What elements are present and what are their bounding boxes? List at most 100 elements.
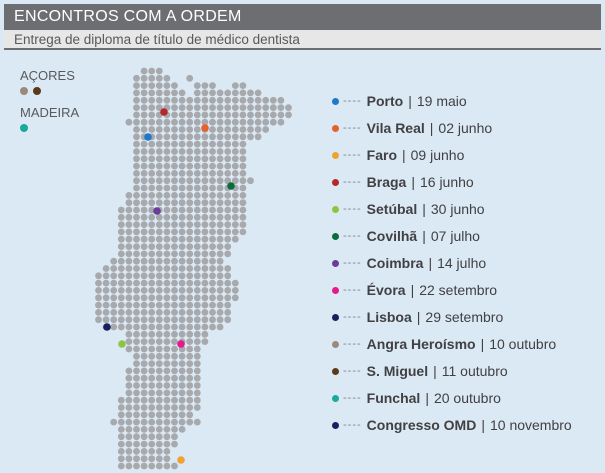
- map-dot: [216, 213, 224, 221]
- map-dot: [186, 360, 194, 367]
- map-dot: [186, 301, 194, 309]
- map-dot: [209, 323, 216, 331]
- map-dot: [155, 287, 163, 294]
- map-dot: [148, 67, 156, 75]
- map-dot: [201, 228, 209, 236]
- map-dot: [247, 104, 254, 111]
- map-dot: [231, 148, 239, 155]
- map-dot: [186, 155, 194, 163]
- map-dot: [178, 396, 186, 404]
- map-dot: [133, 250, 140, 258]
- map-dot: [148, 433, 156, 441]
- map-dot: [140, 389, 148, 397]
- map-dot: [163, 367, 171, 375]
- map-dot: [178, 426, 186, 433]
- map-dot: [178, 411, 186, 419]
- legend-item: ---- Congresso OMD | 10 novembro: [332, 415, 572, 435]
- map-dot: [209, 272, 216, 280]
- map-dot: [133, 279, 140, 287]
- map-dot: [239, 133, 247, 141]
- map-dot: [171, 126, 178, 133]
- map-dot: [201, 192, 209, 199]
- map-dot: [239, 206, 247, 214]
- map-dot: [171, 155, 178, 163]
- map-dot: [193, 287, 201, 294]
- map-dot: [178, 279, 186, 287]
- map-dot: [247, 89, 254, 97]
- map-dot: [178, 367, 186, 375]
- map-dot: [155, 272, 163, 280]
- map-dot: [125, 382, 133, 389]
- map-dot: [201, 89, 209, 97]
- map-dot: [171, 111, 178, 119]
- map-dot: [155, 104, 163, 111]
- map-dot: [148, 272, 156, 280]
- map-dot: [178, 199, 186, 207]
- map-dot: [171, 316, 178, 324]
- map-dot: [133, 82, 140, 89]
- map-dot: [155, 301, 163, 309]
- map-dot: [178, 148, 186, 155]
- map-dot: [186, 338, 194, 345]
- city-marker: [177, 456, 185, 464]
- map-dot: [148, 462, 156, 470]
- map-dot: [163, 199, 171, 207]
- map-dot: [155, 184, 163, 192]
- map-dot: [262, 111, 270, 119]
- map-dot: [155, 396, 163, 404]
- map-dot: [262, 126, 270, 133]
- legend-dash: ----: [343, 257, 362, 269]
- map-dot: [171, 162, 178, 170]
- map-dot: [178, 243, 186, 251]
- map-dot: [125, 418, 133, 426]
- island-group-acores: AÇORES: [20, 68, 75, 95]
- map-dot: [133, 111, 140, 119]
- map-dot: [186, 170, 194, 177]
- map-dot: [193, 309, 201, 316]
- map-dot: [171, 433, 178, 441]
- map-dot: [148, 111, 156, 119]
- map-dot: [193, 404, 201, 411]
- map-dot: [163, 148, 171, 155]
- map-dot: [216, 301, 224, 309]
- legend-separator: |: [422, 201, 426, 217]
- legend-item: ---- Coimbra | 14 julho: [332, 253, 486, 273]
- map-dot: [178, 162, 186, 170]
- city-marker: [160, 108, 168, 116]
- map-dot: [125, 309, 133, 316]
- map-dot: [224, 148, 232, 155]
- map-dot: [148, 448, 156, 455]
- map-dot: [178, 352, 186, 360]
- map-dot: [193, 206, 201, 214]
- map-dot: [133, 374, 140, 382]
- map-dot: [239, 104, 247, 111]
- map-dot: [216, 192, 224, 199]
- map-dot: [140, 301, 148, 309]
- map-dot: [171, 257, 178, 265]
- map-dot: [140, 265, 148, 272]
- acores-marker-2: [33, 87, 41, 95]
- map-dot: [125, 301, 133, 309]
- map-dot: [163, 455, 171, 463]
- map-dot: [239, 192, 247, 199]
- legend-date: 10 outubro: [489, 336, 557, 352]
- map-dot: [163, 257, 171, 265]
- map-dot: [277, 111, 285, 119]
- map-dot: [231, 177, 239, 185]
- map-dot: [171, 228, 178, 236]
- map-dot: [140, 96, 148, 104]
- legend-separator: |: [428, 255, 433, 271]
- map-dot: [193, 111, 201, 119]
- map-dot: [239, 170, 247, 177]
- map-dot: [125, 323, 133, 331]
- map-dot: [155, 418, 163, 426]
- map-dot: [155, 228, 163, 236]
- map-dot: [133, 455, 140, 463]
- map-dot: [125, 243, 133, 251]
- map-dot: [209, 265, 216, 272]
- map-dot: [178, 382, 186, 389]
- map-dot: [247, 133, 254, 141]
- map-dot: [140, 455, 148, 463]
- map-dot: [117, 316, 125, 324]
- legend-marker: [332, 259, 339, 267]
